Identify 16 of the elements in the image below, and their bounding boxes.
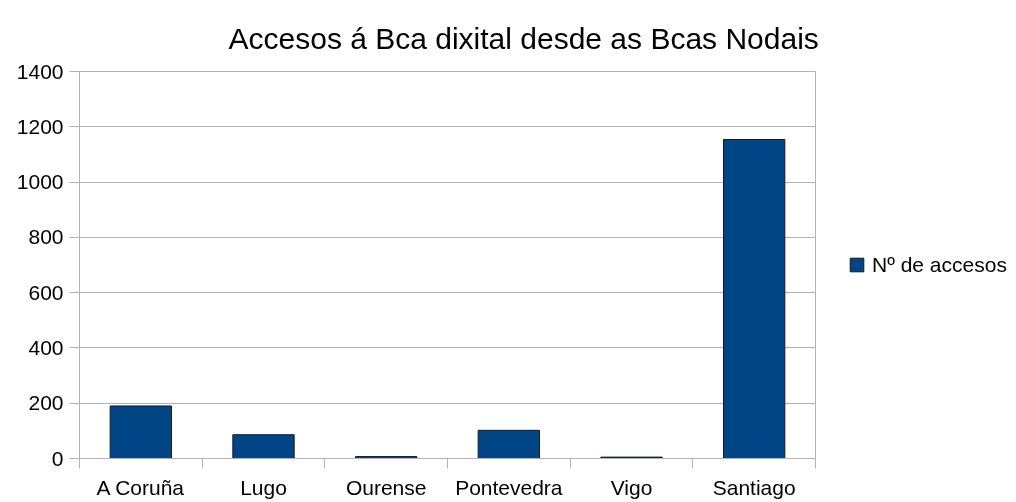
x-tick-label: Ourense xyxy=(345,475,427,499)
legend-label: Nº de accesos xyxy=(872,252,1007,277)
y-tick-label: 1000 xyxy=(16,170,64,194)
y-tick-label: 800 xyxy=(28,225,64,249)
y-tick-label: 600 xyxy=(28,280,64,304)
x-tick-label: Pontevedra xyxy=(455,475,563,499)
y-tick-label: 200 xyxy=(28,391,64,415)
y-tick-label: 1200 xyxy=(16,114,64,138)
y-tick-label: 1400 xyxy=(16,59,64,83)
chart-title: Accesos á Bca dixital desde as Bcas Nodais xyxy=(228,21,819,55)
y-tick-label: 0 xyxy=(51,446,64,470)
y-tick-label: 400 xyxy=(28,335,64,359)
x-tick-label: Vigo xyxy=(610,475,653,499)
x-tick-label: Santiago xyxy=(712,475,796,499)
x-tick-label: A Coruña xyxy=(96,475,185,499)
x-tick-label: Lugo xyxy=(240,475,287,499)
